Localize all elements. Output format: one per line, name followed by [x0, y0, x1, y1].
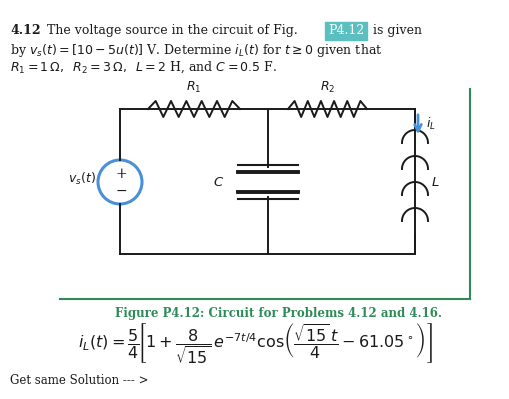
Text: $L$: $L$ — [430, 176, 439, 188]
Text: $i_L(t)=\dfrac{5}{4}\!\left[1+\dfrac{8}{\sqrt{15}}\,e^{-7t/4}\cos\!\left(\dfrac{: $i_L(t)=\dfrac{5}{4}\!\left[1+\dfrac{8}{… — [77, 322, 432, 367]
Text: Get same Solution --- >: Get same Solution --- > — [10, 374, 148, 387]
Text: $R_1$: $R_1$ — [186, 80, 202, 95]
Text: 4.12: 4.12 — [10, 24, 41, 37]
Text: Figure P4.12: Circuit for Problems 4.12 and 4.16.: Figure P4.12: Circuit for Problems 4.12 … — [115, 307, 441, 320]
Text: $i_L$: $i_L$ — [425, 116, 435, 132]
Text: +: + — [115, 167, 127, 181]
Text: is given: is given — [372, 24, 421, 37]
Text: −: − — [115, 184, 127, 198]
Text: $C$: $C$ — [212, 176, 223, 188]
Text: The voltage source in the circuit of Fig.: The voltage source in the circuit of Fig… — [47, 24, 297, 37]
Text: $v_s(t)$: $v_s(t)$ — [68, 171, 96, 187]
Text: $R_2$: $R_2$ — [319, 80, 334, 95]
Text: P4.12: P4.12 — [327, 24, 363, 37]
Text: $R_1 = 1\,\Omega,\;\; R_2 = 3\,\Omega,\;\; L = 2$ H, and $C = 0.5$ F.: $R_1 = 1\,\Omega,\;\; R_2 = 3\,\Omega,\;… — [10, 60, 277, 75]
Text: by $v_s(t) = [10-5u(t)]$ V. Determine $i_L(t)$ for $t \geq 0$ given that: by $v_s(t) = [10-5u(t)]$ V. Determine $i… — [10, 42, 382, 59]
